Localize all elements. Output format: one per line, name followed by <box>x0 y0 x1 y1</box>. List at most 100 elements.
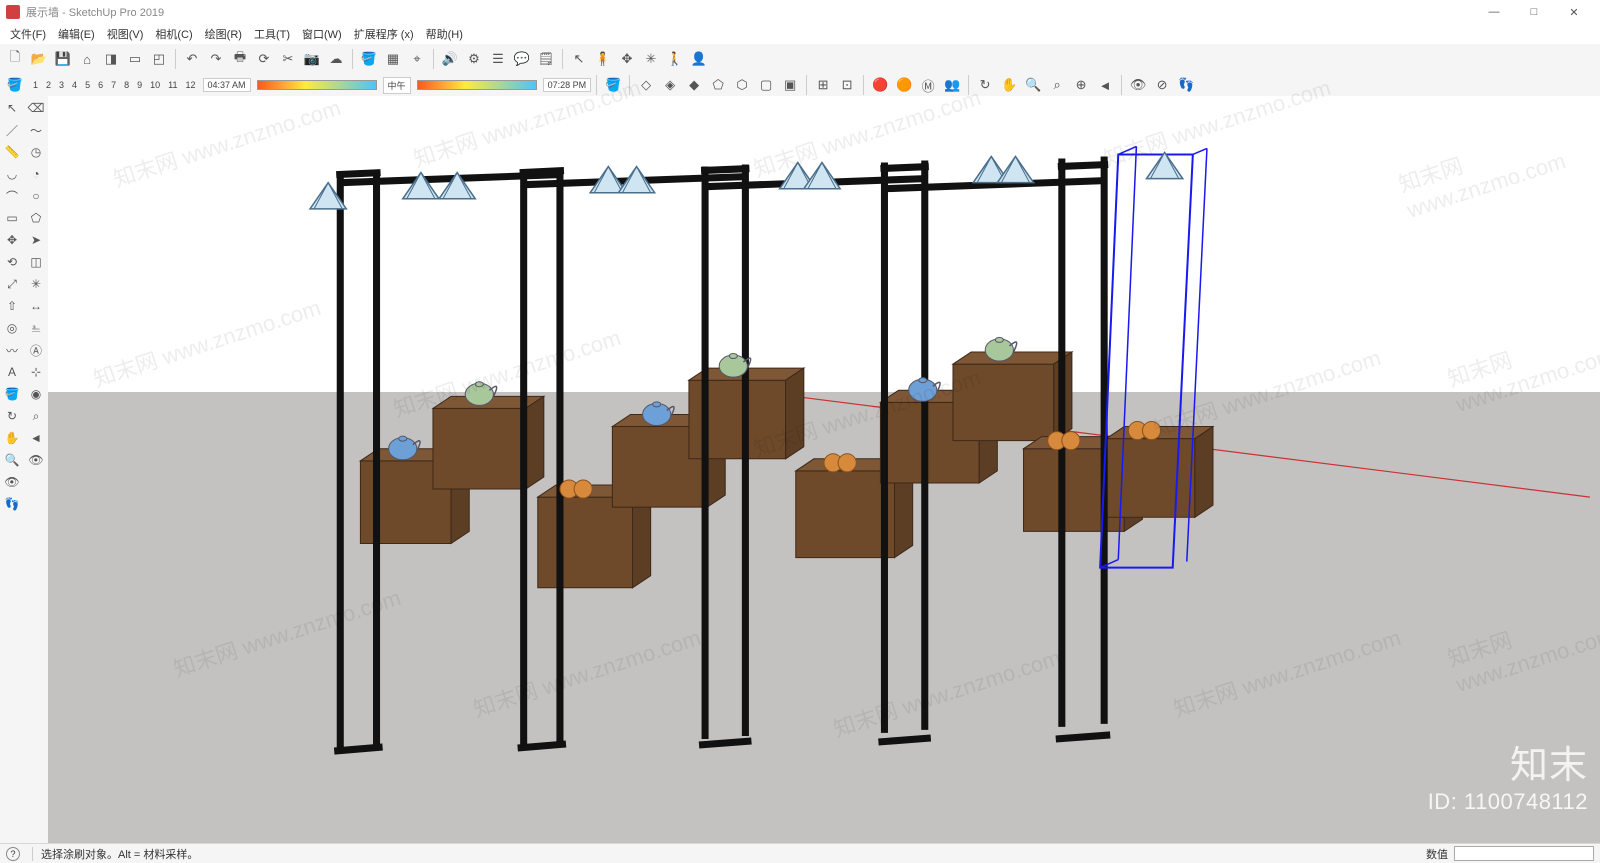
person-icon[interactable]: 👤 <box>688 48 710 70</box>
select-icon[interactable]: ↖ <box>568 48 590 70</box>
menu-item-6[interactable]: 窗口(W) <box>296 26 348 42</box>
style2-icon[interactable]: ◈ <box>659 74 681 96</box>
month-10[interactable]: 10 <box>149 80 161 90</box>
eye2-icon[interactable]: 👁 <box>2 472 22 492</box>
help-icon[interactable]: ? <box>6 847 20 861</box>
style3-icon[interactable]: ◆ <box>683 74 705 96</box>
eye-icon[interactable]: 👁 <box>1127 74 1149 96</box>
settings-icon[interactable]: ⚙ <box>463 48 485 70</box>
shadow-time-strip[interactable]: 🪣12345678910111204:37 AM中午07:28 PM <box>4 74 591 96</box>
window-maximize-button[interactable]: □ <box>1514 0 1554 24</box>
menu-item-1[interactable]: 编辑(E) <box>52 26 101 42</box>
chat-icon[interactable]: 💬 <box>511 48 533 70</box>
match2-icon[interactable]: 🟠 <box>893 74 915 96</box>
paint-icon[interactable]: 🪣 <box>358 48 380 70</box>
month-9[interactable]: 9 <box>136 80 143 90</box>
dim-icon[interactable]: ↔ <box>26 296 46 316</box>
new-icon[interactable]: 🗋 <box>4 48 26 70</box>
tape-icon[interactable]: 📏 <box>2 142 22 162</box>
user-icon[interactable]: 👥 <box>941 74 963 96</box>
text-icon[interactable]: A <box>2 362 22 382</box>
front-icon[interactable]: ▭ <box>124 48 146 70</box>
walk3-icon[interactable]: 👣 <box>2 494 22 514</box>
axes-icon[interactable]: ✳ <box>640 48 662 70</box>
orbit2-icon[interactable]: ↻ <box>2 406 22 426</box>
section-icon[interactable]: ◫ <box>26 252 46 272</box>
label-icon[interactable]: ⎁ <box>26 318 46 338</box>
move-icon[interactable]: ✥ <box>2 230 22 250</box>
walk2-icon[interactable]: 👣 <box>1175 74 1197 96</box>
circle-icon[interactable]: ○ <box>26 186 46 206</box>
rect-icon[interactable]: ▭ <box>2 208 22 228</box>
month-8[interactable]: 8 <box>123 80 130 90</box>
move-icon[interactable]: ✥ <box>616 48 638 70</box>
human-icon[interactable]: 🧍 <box>592 48 614 70</box>
time-gradient-2[interactable] <box>417 80 537 90</box>
prev-icon[interactable]: ◄ <box>1094 74 1116 96</box>
layers-icon[interactable]: ☰ <box>487 48 509 70</box>
line-icon[interactable]: ／ <box>2 120 22 140</box>
pick-icon[interactable]: ⌖ <box>406 48 428 70</box>
hide-icon[interactable]: ⊘ <box>1151 74 1173 96</box>
menu-item-3[interactable]: 相机(C) <box>149 26 198 42</box>
bucket-icon[interactable]: 🪣 <box>602 74 624 96</box>
bucket-icon[interactable]: 🪣 <box>4 74 26 96</box>
undo-icon[interactable]: ↶ <box>181 48 203 70</box>
orbit-icon[interactable]: ↻ <box>974 74 996 96</box>
photo-icon[interactable]: 📷 <box>301 48 323 70</box>
menu-item-0[interactable]: 文件(F) <box>4 26 52 42</box>
month-5[interactable]: 5 <box>84 80 91 90</box>
sound-icon[interactable]: 🔊 <box>439 48 461 70</box>
pan2-icon[interactable]: ✋ <box>2 428 22 448</box>
entity-icon[interactable]: ⊡ <box>836 74 858 96</box>
prev2-icon[interactable]: ◄ <box>26 428 46 448</box>
open-icon[interactable]: 📂 <box>28 48 50 70</box>
texture-icon[interactable]: ▦ <box>382 48 404 70</box>
style7-icon[interactable]: ▣ <box>779 74 801 96</box>
month-3[interactable]: 3 <box>58 80 65 90</box>
refresh-icon[interactable]: ⟳ <box>253 48 275 70</box>
zoomext-icon[interactable]: ⊕ <box>1070 74 1092 96</box>
tape2-icon[interactable]: 〰 <box>2 340 22 360</box>
arc2-icon[interactable]: ⌒ <box>2 186 22 206</box>
menu-item-2[interactable]: 视图(V) <box>101 26 150 42</box>
iso-icon[interactable]: ◨ <box>100 48 122 70</box>
cut-icon[interactable]: ✂ <box>277 48 299 70</box>
arc1-icon[interactable]: ◡ <box>2 164 22 184</box>
style4-icon[interactable]: ⬠ <box>707 74 729 96</box>
month-12[interactable]: 12 <box>185 80 197 90</box>
3dtext-icon[interactable]: Ⓐ <box>26 340 46 360</box>
zoom-icon[interactable]: 🔍 <box>1022 74 1044 96</box>
cloud-icon[interactable]: ☁ <box>325 48 347 70</box>
month-1[interactable]: 1 <box>32 80 39 90</box>
match3-icon[interactable]: Ⓜ <box>917 74 939 96</box>
style6-icon[interactable]: ▢ <box>755 74 777 96</box>
zoomwin2-icon[interactable]: ⌕ <box>26 406 46 426</box>
window-close-button[interactable]: ✕ <box>1554 0 1594 24</box>
top-icon[interactable]: ◰ <box>148 48 170 70</box>
house-icon[interactable]: ⌂ <box>76 48 98 70</box>
pan-icon[interactable]: ✋ <box>998 74 1020 96</box>
menu-item-8[interactable]: 帮助(H) <box>420 26 469 42</box>
axes2-icon[interactable]: ✳ <box>26 274 46 294</box>
redo-icon[interactable]: ↷ <box>205 48 227 70</box>
rotate-icon[interactable]: ⟲ <box>2 252 22 272</box>
measurement-input[interactable] <box>1454 846 1594 861</box>
poly-icon[interactable]: ⬠ <box>26 208 46 228</box>
month-7[interactable]: 7 <box>110 80 117 90</box>
menu-item-4[interactable]: 绘图(R) <box>199 26 248 42</box>
push-icon[interactable]: ⇧ <box>2 296 22 316</box>
menu-item-7[interactable]: 扩展程序 (x) <box>348 26 420 42</box>
scale-icon[interactable]: ⤢ <box>2 274 22 294</box>
zoom2-icon[interactable]: 🔍 <box>2 450 22 470</box>
freehand-icon[interactable]: 〜 <box>26 120 46 140</box>
zoomwin-icon[interactable]: ⌕ <box>1046 74 1068 96</box>
look-icon[interactable]: ◉ <box>26 384 46 404</box>
follow-icon[interactable]: ➤ <box>26 230 46 250</box>
match-icon[interactable]: 🔴 <box>869 74 891 96</box>
pointer-icon[interactable]: ↖ <box>2 98 22 118</box>
note-icon[interactable]: 🗒 <box>535 48 557 70</box>
position-icon[interactable]: ⊹ <box>26 362 46 382</box>
hide2-icon[interactable]: 👁 <box>26 450 46 470</box>
viewport[interactable]: 知末网 www.znzmo.com知末网 www.znzmo.com知末网 ww… <box>48 96 1600 843</box>
